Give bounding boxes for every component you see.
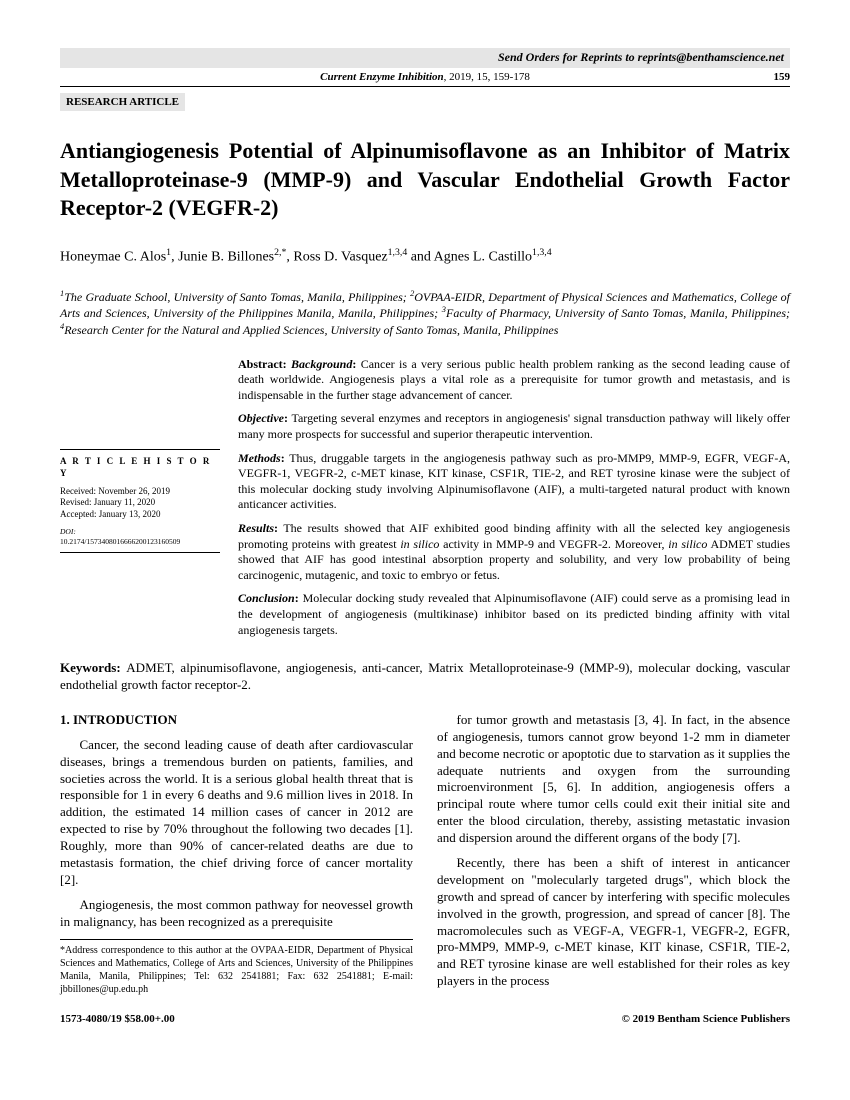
footer-issn: 1573-4080/19 $58.00+.00 [60, 1012, 175, 1026]
intro-paragraph: Recently, there has been a shift of inte… [437, 855, 790, 990]
keywords: Keywords: ADMET, alpinumisoflavone, angi… [60, 660, 790, 694]
correspondence-note: *Address correspondence to this author a… [60, 939, 413, 996]
article-history-box: A R T I C L E H I S T O R Y Received: No… [60, 449, 220, 553]
affiliations: 1The Graduate School, University of Sant… [60, 289, 790, 339]
intro-paragraph: Cancer, the second leading cause of deat… [60, 737, 413, 889]
article-type-badge: RESEARCH ARTICLE [60, 93, 185, 111]
reprint-banner: Send Orders for Reprints to reprints@ben… [60, 48, 790, 68]
journal-citation: Current Enzyme Inhibition, 2019, 15, 159… [320, 70, 530, 84]
page-footer: 1573-4080/19 $58.00+.00 © 2019 Bentham S… [60, 1012, 790, 1026]
history-revised: Revised: January 11, 2020 [60, 497, 220, 509]
authors-line: Honeymae C. Alos1, Junie B. Billones2,*,… [60, 247, 790, 267]
footer-copyright: © 2019 Bentham Science Publishers [622, 1012, 790, 1026]
section-heading-introduction: 1. INTRODUCTION [60, 712, 413, 729]
journal-header: Current Enzyme Inhibition, 2019, 15, 159… [60, 70, 790, 87]
intro-paragraph: Angiogenesis, the most common pathway fo… [60, 897, 413, 931]
body-columns: 1. INTRODUCTION Cancer, the second leadi… [60, 712, 790, 998]
history-received: Received: November 26, 2019 [60, 486, 220, 498]
history-accepted: Accepted: January 13, 2020 [60, 509, 220, 521]
abstract-text: Abstract: Background: Cancer is a very s… [238, 357, 790, 647]
abstract-block: A R T I C L E H I S T O R Y Received: No… [60, 357, 790, 647]
page-number: 159 [774, 70, 791, 84]
intro-paragraph: for tumor growth and metastasis [3, 4]. … [437, 712, 790, 847]
article-title: Antiangiogenesis Potential of Alpinumiso… [60, 137, 790, 223]
history-heading: A R T I C L E H I S T O R Y [60, 456, 220, 479]
history-doi: DOI: 10.2174/1573408016666200123160509 [60, 527, 220, 547]
